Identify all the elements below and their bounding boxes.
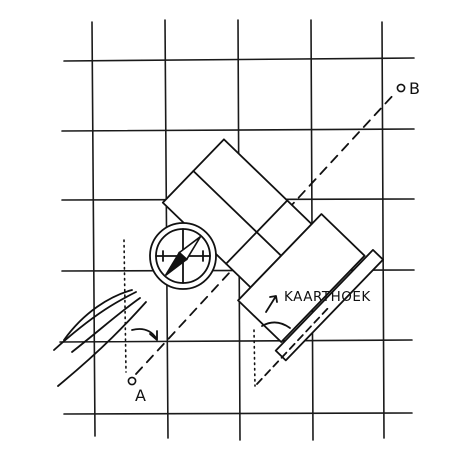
- north-reference-line: [123, 239, 127, 373]
- grid-line-h1: [63, 57, 415, 62]
- compass-bezel-housing: [237, 213, 366, 343]
- kaarthoek-arc: [261, 321, 291, 329]
- point-b-label: B: [409, 79, 420, 98]
- grid-line-h5: [59, 339, 413, 343]
- kaarthoek-label: KAARTHOEK: [284, 289, 371, 305]
- compass-bottom-edge: [274, 249, 384, 362]
- grid-line-h6: [63, 412, 413, 415]
- compass-lanyard: [53, 289, 147, 387]
- kaarthoek-north-line: [253, 329, 256, 387]
- grid-line-v5: [381, 21, 385, 439]
- baseplate-direction-groove: [192, 170, 283, 257]
- grid-line-h2: [61, 128, 415, 132]
- kaarthoek-direction-line: [256, 305, 331, 385]
- baseplate-edge-line: [225, 199, 289, 265]
- angle-arc: [131, 328, 157, 339]
- compass-needle-icon: [164, 236, 202, 276]
- grid-line-v1: [91, 21, 96, 437]
- point-a-marker: [127, 376, 137, 386]
- compass-icon: [149, 222, 217, 290]
- point-b-marker: [396, 83, 406, 93]
- angle-arc-arrowhead: [149, 330, 158, 341]
- compass-baseplate: [161, 138, 384, 362]
- kaarthoek-arrow: [265, 295, 278, 313]
- point-a-label: A: [135, 386, 146, 405]
